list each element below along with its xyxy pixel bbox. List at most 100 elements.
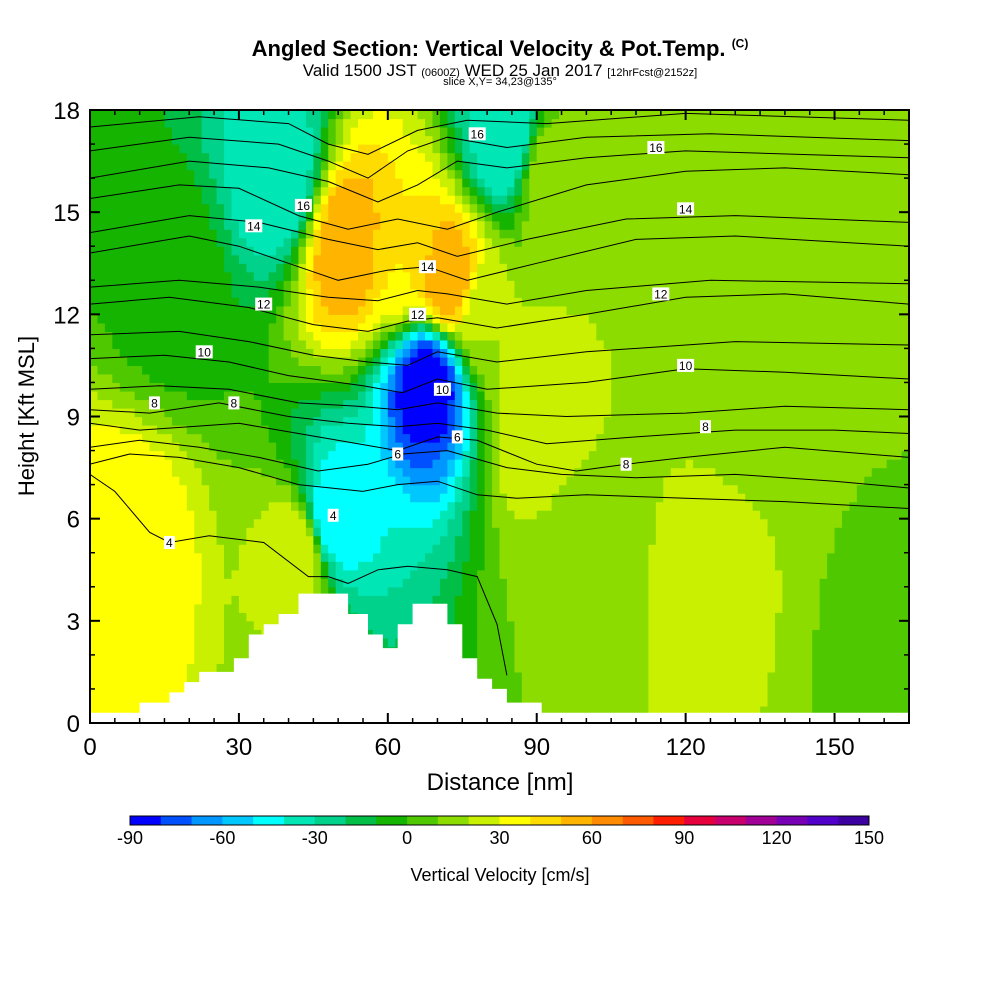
- velocity-cell: [544, 450, 553, 460]
- velocity-cell: [864, 561, 873, 571]
- velocity-cell: [484, 484, 493, 494]
- velocity-cell: [134, 603, 143, 613]
- velocity-cell: [365, 527, 374, 537]
- velocity-cell: [789, 382, 798, 392]
- velocity-cell: [134, 459, 143, 469]
- velocity-cell: [767, 637, 776, 647]
- velocity-cell: [774, 705, 784, 716]
- velocity-cell: [425, 578, 434, 588]
- velocity-cell: [246, 629, 255, 639]
- velocity-cell: [559, 637, 568, 647]
- velocity-cell: [856, 356, 865, 367]
- velocity-cell: [298, 535, 307, 545]
- velocity-cell: [722, 425, 731, 435]
- velocity-cell: [529, 433, 538, 443]
- velocity-cell: [492, 348, 501, 358]
- velocity-cell: [231, 620, 240, 630]
- velocity-cell: [410, 425, 419, 435]
- velocity-cell: [201, 476, 210, 486]
- velocity-cell: [879, 629, 888, 639]
- velocity-cell: [819, 612, 828, 622]
- velocity-cell: [454, 493, 463, 503]
- velocity-cell: [164, 697, 173, 707]
- velocity-cell: [469, 629, 478, 639]
- velocity-cell: [797, 501, 806, 511]
- velocity-cell: [894, 544, 903, 554]
- velocity-cell: [670, 620, 679, 630]
- velocity-cell: [894, 510, 903, 520]
- velocity-cell: [722, 671, 731, 682]
- velocity-cell: [685, 450, 694, 460]
- velocity-cell: [134, 654, 143, 664]
- velocity-cell: [462, 637, 471, 647]
- velocity-cell: [335, 578, 344, 588]
- velocity-cell: [819, 467, 828, 477]
- velocity-cell: [514, 586, 523, 596]
- velocity-cell: [484, 586, 493, 596]
- velocity-cell: [365, 578, 374, 588]
- velocity-cell: [291, 476, 300, 486]
- velocity-cell: [119, 654, 128, 664]
- velocity-cell: [358, 433, 367, 443]
- velocity-cell: [596, 493, 605, 503]
- velocity-cell: [789, 433, 798, 443]
- velocity-cell: [774, 586, 784, 596]
- velocity-cell: [886, 569, 895, 579]
- velocity-cell: [492, 459, 501, 469]
- velocity-cell: [97, 459, 106, 469]
- velocity-cell: [432, 578, 441, 588]
- velocity-cell: [142, 476, 151, 486]
- velocity-cell: [387, 442, 396, 452]
- velocity-cell: [343, 501, 352, 511]
- velocity-cell: [693, 518, 702, 528]
- velocity-cell: [231, 561, 240, 571]
- velocity-cell: [856, 688, 865, 699]
- velocity-cell: [298, 373, 307, 384]
- velocity-cell: [722, 646, 731, 656]
- velocity-cell: [648, 629, 657, 639]
- velocity-cell: [186, 407, 195, 418]
- velocity-cell: [849, 612, 858, 622]
- velocity-cell: [417, 527, 426, 537]
- velocity-cell: [104, 561, 113, 571]
- velocity-cell: [879, 442, 888, 452]
- velocity-cell: [715, 407, 724, 418]
- velocity-cell: [157, 416, 166, 426]
- velocity-cell: [588, 407, 597, 418]
- velocity-cell: [581, 365, 590, 375]
- velocity-cell: [640, 442, 650, 452]
- velocity-cell: [827, 595, 836, 605]
- velocity-cell: [663, 578, 672, 588]
- velocity-cell: [112, 390, 121, 401]
- velocity-cell: [864, 484, 873, 494]
- velocity-cell: [194, 544, 203, 554]
- velocity-cell: [380, 399, 389, 409]
- velocity-cell: [588, 620, 597, 630]
- velocity-cell: [127, 612, 136, 622]
- velocity-cell: [514, 654, 523, 664]
- velocity-cell: [827, 382, 836, 392]
- velocity-cell: [298, 476, 307, 486]
- velocity-cell: [372, 433, 381, 443]
- velocity-cell: [834, 467, 843, 477]
- velocity-cell: [447, 493, 456, 503]
- velocity-cell: [901, 552, 910, 562]
- velocity-cell: [432, 407, 441, 418]
- velocity-cell: [328, 331, 337, 341]
- velocity-cell: [365, 518, 374, 528]
- velocity-cell: [521, 356, 530, 367]
- velocity-cell: [134, 356, 143, 367]
- velocity-cell: [90, 569, 99, 579]
- velocity-cell: [305, 390, 314, 401]
- velocity-cell: [618, 544, 627, 554]
- velocity-cell: [387, 365, 396, 375]
- velocity-cell: [804, 510, 813, 520]
- velocity-cell: [194, 578, 203, 588]
- velocity-cell: [305, 442, 314, 452]
- velocity-cell: [514, 510, 523, 520]
- velocity-cell: [536, 476, 545, 486]
- velocity-cell: [618, 646, 627, 656]
- velocity-cell: [871, 425, 880, 435]
- velocity-cell: [142, 578, 151, 588]
- velocity-cell: [879, 586, 888, 596]
